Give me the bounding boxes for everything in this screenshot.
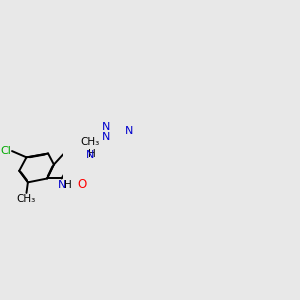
Text: N: N xyxy=(102,122,110,132)
Text: CH₃: CH₃ xyxy=(16,194,36,204)
Text: N: N xyxy=(101,132,110,142)
Text: Cl: Cl xyxy=(1,146,11,156)
Text: N: N xyxy=(125,127,133,136)
Text: H: H xyxy=(64,180,72,190)
Text: H: H xyxy=(88,149,95,159)
Text: N: N xyxy=(58,180,66,190)
Text: O: O xyxy=(78,178,87,191)
Text: N: N xyxy=(86,150,94,160)
Text: CH₃: CH₃ xyxy=(80,137,99,147)
